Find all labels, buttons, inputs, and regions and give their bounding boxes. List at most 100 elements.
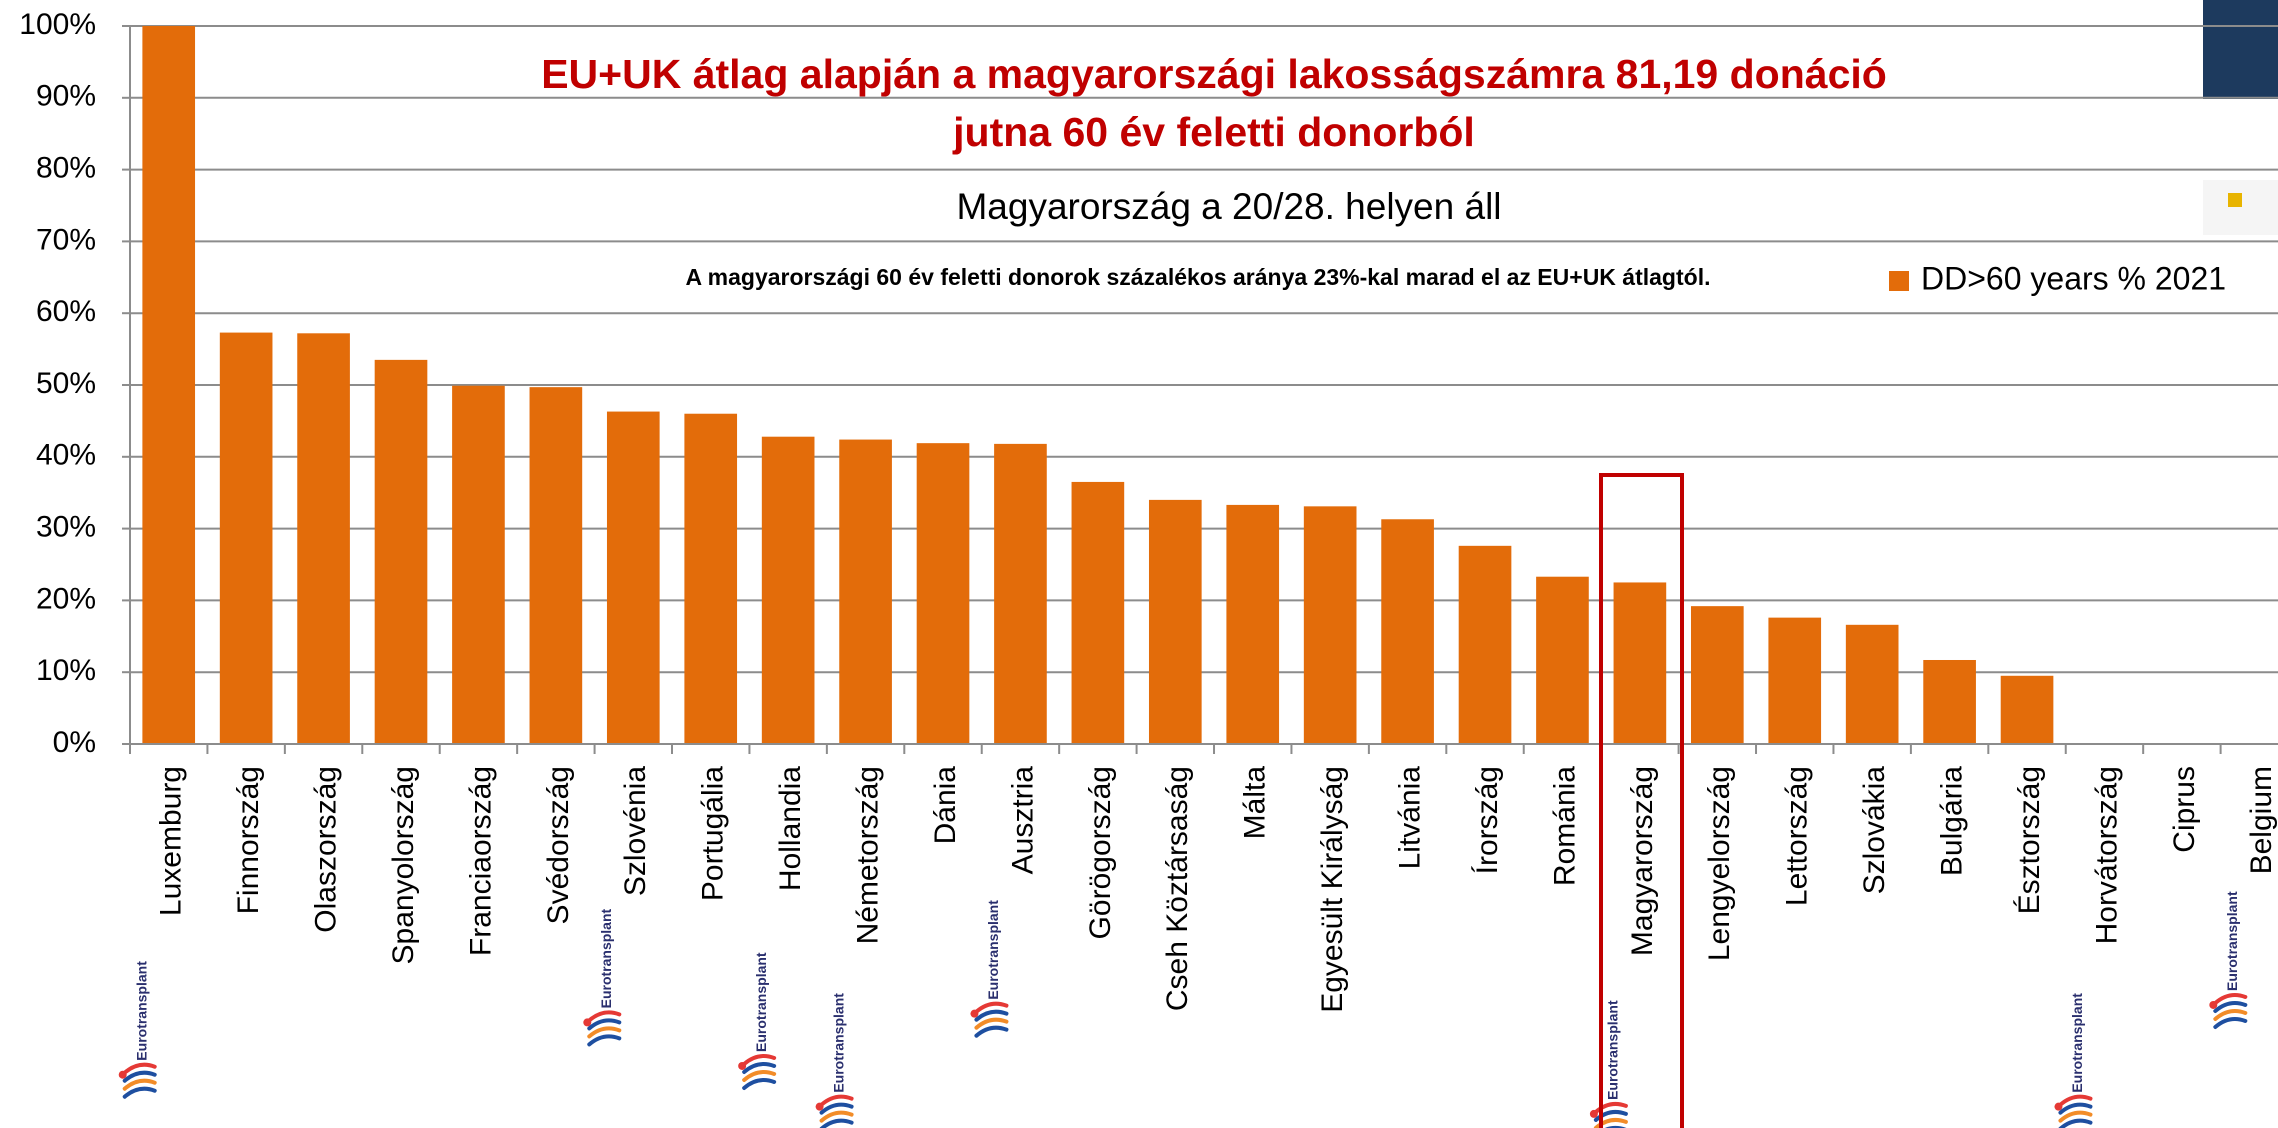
logo-figure — [122, 1086, 157, 1099]
logo-text: Eurotransplant — [830, 993, 846, 1093]
logo-figure — [2213, 1000, 2248, 1013]
logo-figure — [1593, 1117, 1628, 1128]
logo-head — [738, 1061, 747, 1070]
logo-head — [118, 1070, 127, 1079]
x-tick-label: Magyarország — [1626, 766, 1659, 956]
bar — [1536, 576, 1589, 744]
logo-figure — [2213, 1016, 2248, 1029]
x-tick-label: Spanyolország — [387, 766, 420, 964]
bar — [1226, 504, 1280, 744]
eurotransplant-logo: Eurotransplant — [1589, 1000, 1628, 1128]
chart-subtitle: Magyarország a 20/28. helyen áll — [956, 186, 1501, 227]
y-tick-label: 30% — [36, 511, 96, 544]
eurotransplant-logo: Eurotransplant — [118, 961, 157, 1099]
logo-figure — [742, 1062, 777, 1074]
bar — [297, 333, 350, 744]
eurotransplant-logo: Eurotransplant — [2209, 891, 2248, 1029]
legend-swatch — [1889, 271, 1909, 291]
logo-figure — [974, 1017, 1009, 1030]
corner-flag — [2228, 193, 2242, 207]
x-tick-label: Ciprus — [2168, 766, 2201, 853]
x-tick-label: Észtország — [2013, 766, 2046, 914]
x-tick-label: Románia — [1548, 766, 1581, 886]
x-tick-label: Írország — [1471, 766, 1504, 874]
bar — [142, 26, 196, 744]
logo-head — [2054, 1102, 2063, 1111]
y-tick-label: 0% — [53, 726, 96, 759]
chart-note: A magyarországi 60 év feletti donorok sz… — [686, 264, 1711, 290]
logo-head — [815, 1102, 824, 1111]
logo-text: Eurotransplant — [753, 952, 769, 1052]
logo-figure — [819, 1102, 854, 1115]
bar — [1845, 624, 1899, 744]
logo-figure — [974, 1009, 1009, 1022]
bar — [1768, 617, 1822, 744]
x-tick-label: Cseh Köztársaság — [1161, 766, 1194, 1011]
y-tick-label: 80% — [36, 152, 96, 185]
x-tick-label: Finnország — [232, 766, 265, 914]
x-tick-label: Litvánia — [1394, 766, 1427, 870]
y-tick-label: 60% — [36, 295, 96, 328]
bar — [374, 359, 428, 744]
x-tick-label: Portugália — [697, 766, 730, 901]
chart-title: EU+UK átlag alapján a magyarországi lako… — [541, 51, 1887, 97]
x-tick-label: Olaszország — [309, 766, 342, 933]
logo-figure — [587, 1018, 622, 1031]
x-tick-label: Svédország — [542, 766, 575, 924]
logo-text: Eurotransplant — [2224, 891, 2240, 991]
bar — [1381, 519, 1434, 744]
eurotransplant-logo: Eurotransplant — [2054, 993, 2093, 1128]
logo-figure — [587, 1026, 622, 1039]
logo-figure — [819, 1118, 854, 1128]
logo-figure — [2058, 1094, 2093, 1107]
logo-figure — [122, 1078, 157, 1091]
logo-head — [583, 1018, 592, 1027]
y-tick-label: 50% — [36, 367, 96, 400]
logo-figure — [2213, 1008, 2248, 1021]
logo-head — [970, 1009, 979, 1018]
logo-figure — [2058, 1118, 2093, 1128]
y-tick-label: 90% — [36, 80, 96, 113]
x-tick-label: Luxemburg — [155, 766, 188, 916]
x-tick-label: Dánia — [929, 766, 962, 845]
logo-text: Eurotransplant — [985, 900, 1001, 1000]
eurotransplant-logo: Eurotransplant — [970, 900, 1009, 1038]
logo-figure — [742, 1054, 777, 1066]
eurotransplant-logo: Eurotransplant — [583, 908, 622, 1047]
x-tick-label: Szlovákia — [1858, 766, 1891, 895]
bar — [1071, 481, 1125, 744]
logo-figure — [2058, 1110, 2093, 1123]
x-tick-label: Lengyelország — [1703, 766, 1736, 961]
logo-figure — [819, 1110, 854, 1123]
bar — [1613, 582, 1667, 744]
x-tick-label: Ausztria — [1006, 766, 1039, 875]
logo-figure — [819, 1094, 854, 1107]
bar — [916, 443, 970, 744]
x-tick-label: Egyesült Királyság — [1316, 766, 1349, 1013]
bar — [684, 413, 738, 744]
logo-figure — [587, 1010, 622, 1023]
logo-figure — [742, 1078, 777, 1090]
logo-head — [2209, 1000, 2218, 1009]
x-tick-label: Málta — [1239, 766, 1272, 840]
legend-label: DD>60 years % 2021 — [1921, 260, 2226, 296]
bar — [839, 439, 892, 744]
eurotransplant-logo: Eurotransplant — [738, 952, 777, 1090]
x-tick-label: Bulgária — [1936, 766, 1969, 876]
logo-figure — [742, 1070, 777, 1082]
logo-text: Eurotransplant — [2069, 993, 2085, 1093]
x-tick-label: Hollandia — [774, 766, 807, 891]
y-tick-label: 40% — [36, 439, 96, 472]
y-tick-label: 100% — [19, 8, 96, 41]
logo-text: Eurotransplant — [1605, 1000, 1621, 1100]
logo-figure — [1593, 1101, 1628, 1114]
logo-figure — [2213, 992, 2248, 1005]
x-tick-label: Görögország — [1084, 766, 1117, 939]
y-tick-label: 10% — [36, 654, 96, 687]
bar — [219, 332, 273, 744]
bar — [1148, 499, 1202, 744]
x-tick-label: Lettország — [1781, 766, 1814, 906]
logo-figure — [974, 1025, 1009, 1038]
bar — [1458, 545, 1512, 744]
y-tick-label: 20% — [36, 582, 96, 615]
